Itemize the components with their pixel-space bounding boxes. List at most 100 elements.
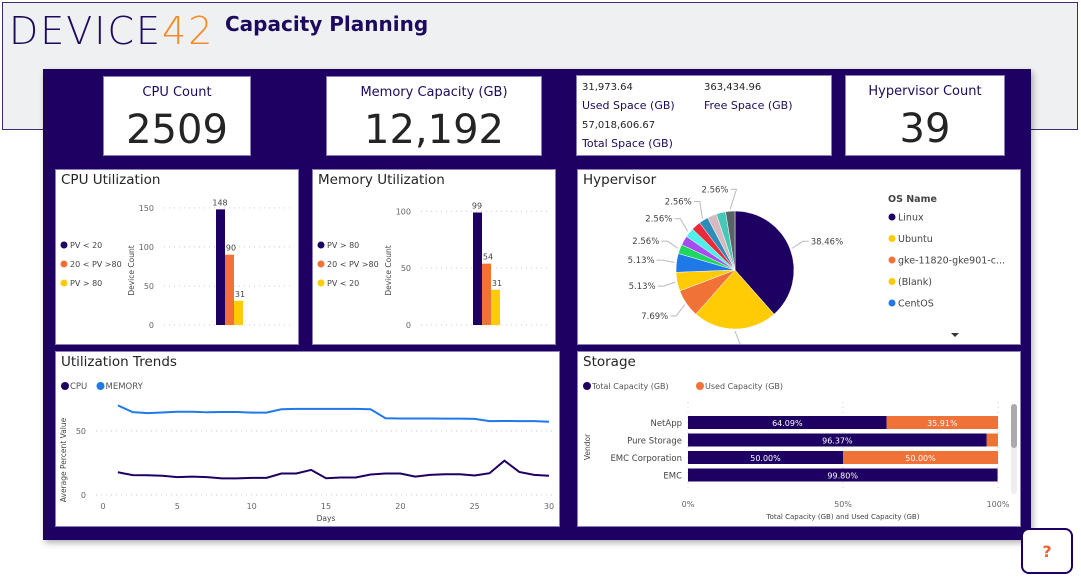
legend-item: PV < 20: [327, 279, 359, 288]
bar: [225, 254, 234, 325]
panel-title: Storage: [583, 354, 636, 370]
memory-capacity-label: Memory Capacity (GB): [360, 85, 508, 100]
bar: [216, 209, 225, 325]
x-tick-label: 30: [544, 502, 554, 511]
bar-segment: [688, 468, 998, 482]
leader-line: [791, 240, 809, 249]
used-space-label: Used Space (GB): [582, 99, 675, 112]
pie-slice: [734, 210, 795, 315]
legend-marker: [60, 279, 68, 287]
data-label: 38.46%: [811, 237, 843, 247]
legend-item: Used Capacity (GB): [705, 382, 783, 391]
data-label: 54: [483, 253, 493, 262]
data-label: 2.56%: [632, 237, 659, 247]
page-title: Capacity Planning: [225, 12, 429, 36]
y-tick-label: 50: [144, 282, 154, 291]
category-label: Pure Storage: [627, 437, 682, 447]
cpu-utilization-panel[interactable]: CPU Utilization 0 50 100 150 Device Count PV …: [55, 169, 299, 345]
bar-segment: [997, 468, 998, 482]
legend-marker: [60, 260, 68, 268]
y-tick-label: 50: [401, 264, 411, 273]
leader-line: [656, 259, 675, 264]
panel-title: Memory Utilization: [318, 172, 445, 188]
legend-marker: [888, 256, 896, 264]
y-tick-label: 150: [139, 204, 154, 213]
data-label: 90: [226, 244, 236, 253]
bar: [482, 263, 491, 325]
legend-item: MEMORY: [106, 382, 144, 392]
utilization-trends-panel[interactable]: Utilization Trends 0 50 0 5 10 15 20 25 30 Days Av…: [55, 351, 560, 527]
x-axis-label: Days: [317, 514, 336, 523]
legend-marker: [888, 299, 896, 307]
hypervisor-count-label: Hypervisor Count: [868, 84, 982, 99]
x-tick-label: 20: [395, 502, 405, 511]
legend-marker: [317, 241, 325, 249]
cpu-count-value: 2509: [126, 107, 228, 153]
bar: [491, 289, 500, 325]
leader-line: [670, 304, 686, 317]
category-label: NetApp: [650, 419, 682, 429]
legend-item: Linux: [898, 213, 924, 224]
x-tick-label: 5: [175, 502, 180, 511]
utilization-trends-chart: 0 50 0 5 10 15 20 25 30 Days Average Percent Value…: [59, 382, 554, 523]
total-space-label: Total Space (GB): [582, 137, 673, 150]
dashboard-canvas: CPU Count 2509 Memory Capacity (GB) 12,1…: [43, 69, 1031, 540]
leader-line: [657, 281, 676, 287]
y-axis-label: Average Percent Value: [59, 417, 68, 502]
data-label: 64.09%: [772, 419, 803, 428]
memory-utilization-panel[interactable]: Memory Utilization 0 50 100 Device Count PV …: [312, 169, 556, 345]
legend-item: 20 < PV >80: [327, 260, 379, 269]
data-label: 99: [472, 202, 482, 211]
memory-capacity-card[interactable]: Memory Capacity (GB) 12,192: [326, 76, 542, 156]
hypervisor-pie-chart: 38.46%23.08%7.69%5.13%5.13%2.56%2.56%2.5…: [628, 185, 1005, 357]
y-tick-label: 0: [406, 321, 411, 330]
memory-capacity-value: 12,192: [364, 107, 504, 153]
help-button[interactable]: ?: [1021, 528, 1073, 574]
category-label: EMC: [663, 472, 682, 482]
pie-slice: [725, 210, 736, 271]
x-tick-label: 50%: [834, 500, 852, 509]
bar-segment: [688, 433, 987, 447]
data-label: 5.13%: [628, 256, 655, 266]
logo-number: 42: [162, 9, 215, 53]
hypervisor-count-card[interactable]: Hypervisor Count 39: [845, 75, 1005, 156]
free-space-value: 363,434.96: [704, 82, 762, 93]
series-line-cpu: [117, 459, 550, 480]
leader-line: [729, 188, 738, 210]
legend-marker: [583, 382, 591, 390]
data-label: 31: [492, 279, 502, 288]
space-card[interactable]: 31,973.64 Used Space (GB) 363,434.96 Fre…: [576, 75, 832, 156]
leader-line: [674, 218, 689, 232]
y-tick-label: 100: [139, 243, 154, 252]
free-space-label: Free Space (GB): [704, 99, 793, 112]
legend-marker: [96, 382, 105, 390]
legend-title: OS Name: [888, 194, 937, 205]
bar-segment: [843, 451, 998, 464]
panel-title: Utilization Trends: [61, 354, 177, 370]
cpu-count-card[interactable]: CPU Count 2509: [103, 76, 251, 156]
scrollbar-thumb[interactable]: [1011, 404, 1017, 448]
legend-item: Ubuntu: [898, 234, 933, 245]
cpu-count-label: CPU Count: [142, 85, 212, 100]
y-axis-label: Device Count: [127, 245, 136, 295]
bar-segment: [688, 451, 843, 464]
pie-slice: [695, 269, 775, 330]
legend-item: PV < 20: [70, 241, 102, 250]
x-axis-label: Total Capacity (GB) and Used Capacity (G…: [766, 513, 920, 521]
x-tick-label: 0%: [682, 500, 695, 509]
legend-marker: [61, 382, 69, 390]
hypervisor-panel[interactable]: Hypervisor 38.46%23.08%7.69%5.13%5.13%2.…: [577, 169, 1021, 357]
legend-marker: [317, 260, 325, 268]
legend-item: CentOS: [898, 299, 934, 310]
x-tick-label: 0: [100, 502, 105, 511]
y-tick-label: 0: [81, 491, 86, 500]
bar: [473, 212, 482, 325]
legend-marker: [696, 382, 704, 390]
legend-item: PV > 80: [327, 241, 359, 250]
legend-marker: [888, 278, 896, 285]
data-label: 50.00%: [905, 454, 936, 463]
storage-panel[interactable]: Storage 0% 50% 100% Total Capacity (GB) and…: [577, 351, 1021, 527]
data-label: 50.00%: [750, 454, 781, 463]
y-tick-label: 50: [76, 427, 86, 436]
leader-line: [661, 240, 679, 249]
